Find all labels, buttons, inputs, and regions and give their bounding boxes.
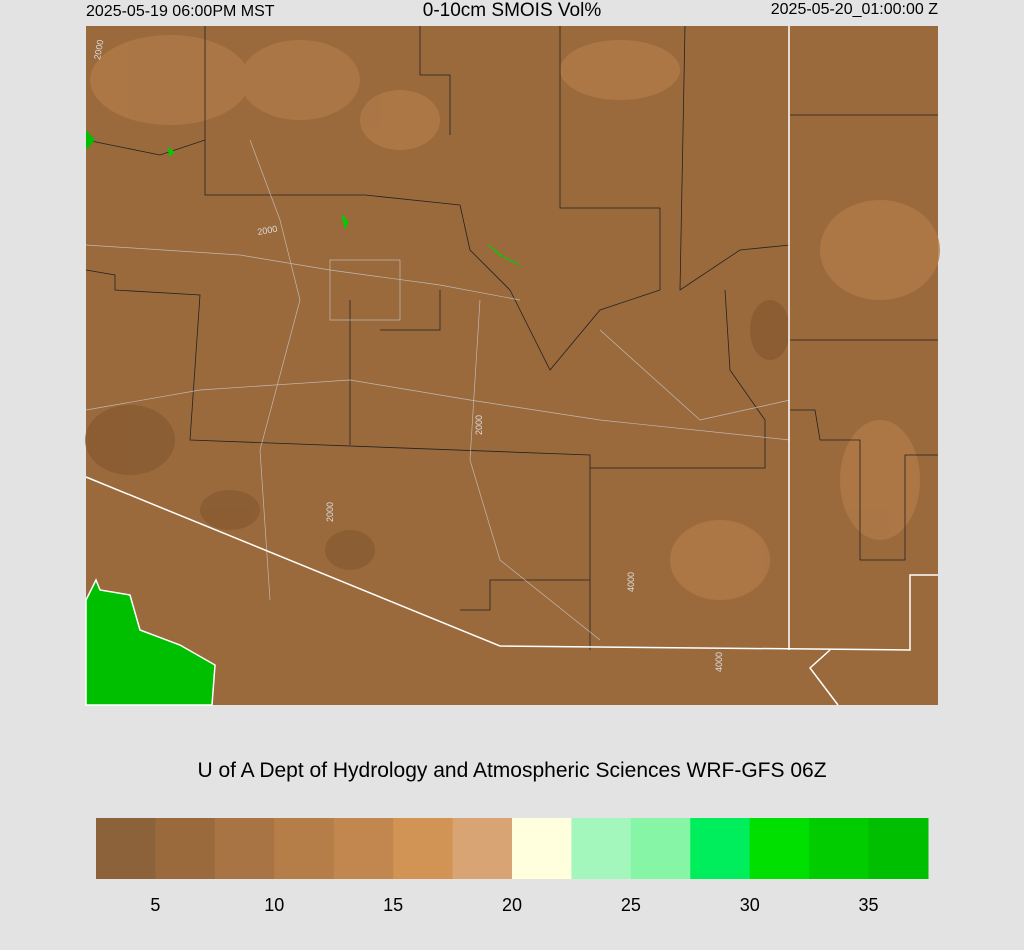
colorbar-tick-label: 30: [740, 895, 760, 915]
color-swatch: [512, 818, 572, 879]
color-swatch: [868, 818, 929, 879]
contour-label: 2000: [325, 502, 335, 522]
state-borders: [85, 26, 938, 706]
colorbar-tick-label: 15: [383, 895, 403, 915]
color-swatch: [96, 818, 156, 879]
wet-area: [86, 130, 95, 150]
contour-label: 4000: [626, 572, 636, 592]
map-title: 0-10cm SMOIS Vol%: [423, 0, 602, 21]
color-swatch: [155, 818, 216, 879]
color-swatch: [452, 818, 513, 879]
colorbar: 5 10 15 20 25 30 35: [96, 818, 929, 915]
color-swatch: [749, 818, 810, 879]
color-swatch: [214, 818, 275, 879]
colorbar-tick-label: 20: [502, 895, 522, 915]
valid-time: 2025-05-19 06:00PM MST: [86, 3, 275, 20]
color-swatch: [630, 818, 691, 879]
contour-label: 4000: [714, 652, 724, 672]
colorbar-tick-label: 25: [621, 895, 641, 915]
color-swatch: [333, 818, 394, 879]
credit: U of A Dept of Hydrology and Atmospheric…: [197, 759, 826, 782]
wet-area: [85, 578, 216, 706]
contour-label: 2000: [92, 39, 105, 60]
colorbar-tick-label: 35: [859, 895, 879, 915]
map-field: [86, 26, 938, 705]
color-swatch: [393, 818, 454, 879]
dry-patches: [85, 300, 790, 570]
color-swatch: [809, 818, 870, 879]
county-lines: [85, 25, 938, 650]
color-swatch: [274, 818, 335, 879]
lakes: [167, 146, 521, 266]
contour-label: 2000: [257, 224, 278, 237]
color-swatch: [571, 818, 632, 879]
map: 2000 2000 2000 2000 4000 4000: [85, 25, 940, 706]
colorbar-tick-label: 10: [264, 895, 284, 915]
color-swatch: [690, 818, 751, 879]
contour-label: 2000: [474, 415, 484, 435]
init-time: 2025-05-20_01:00:00 Z: [771, 1, 938, 18]
roads: [85, 139, 791, 641]
colorbar-tick-label: 5: [150, 895, 160, 915]
